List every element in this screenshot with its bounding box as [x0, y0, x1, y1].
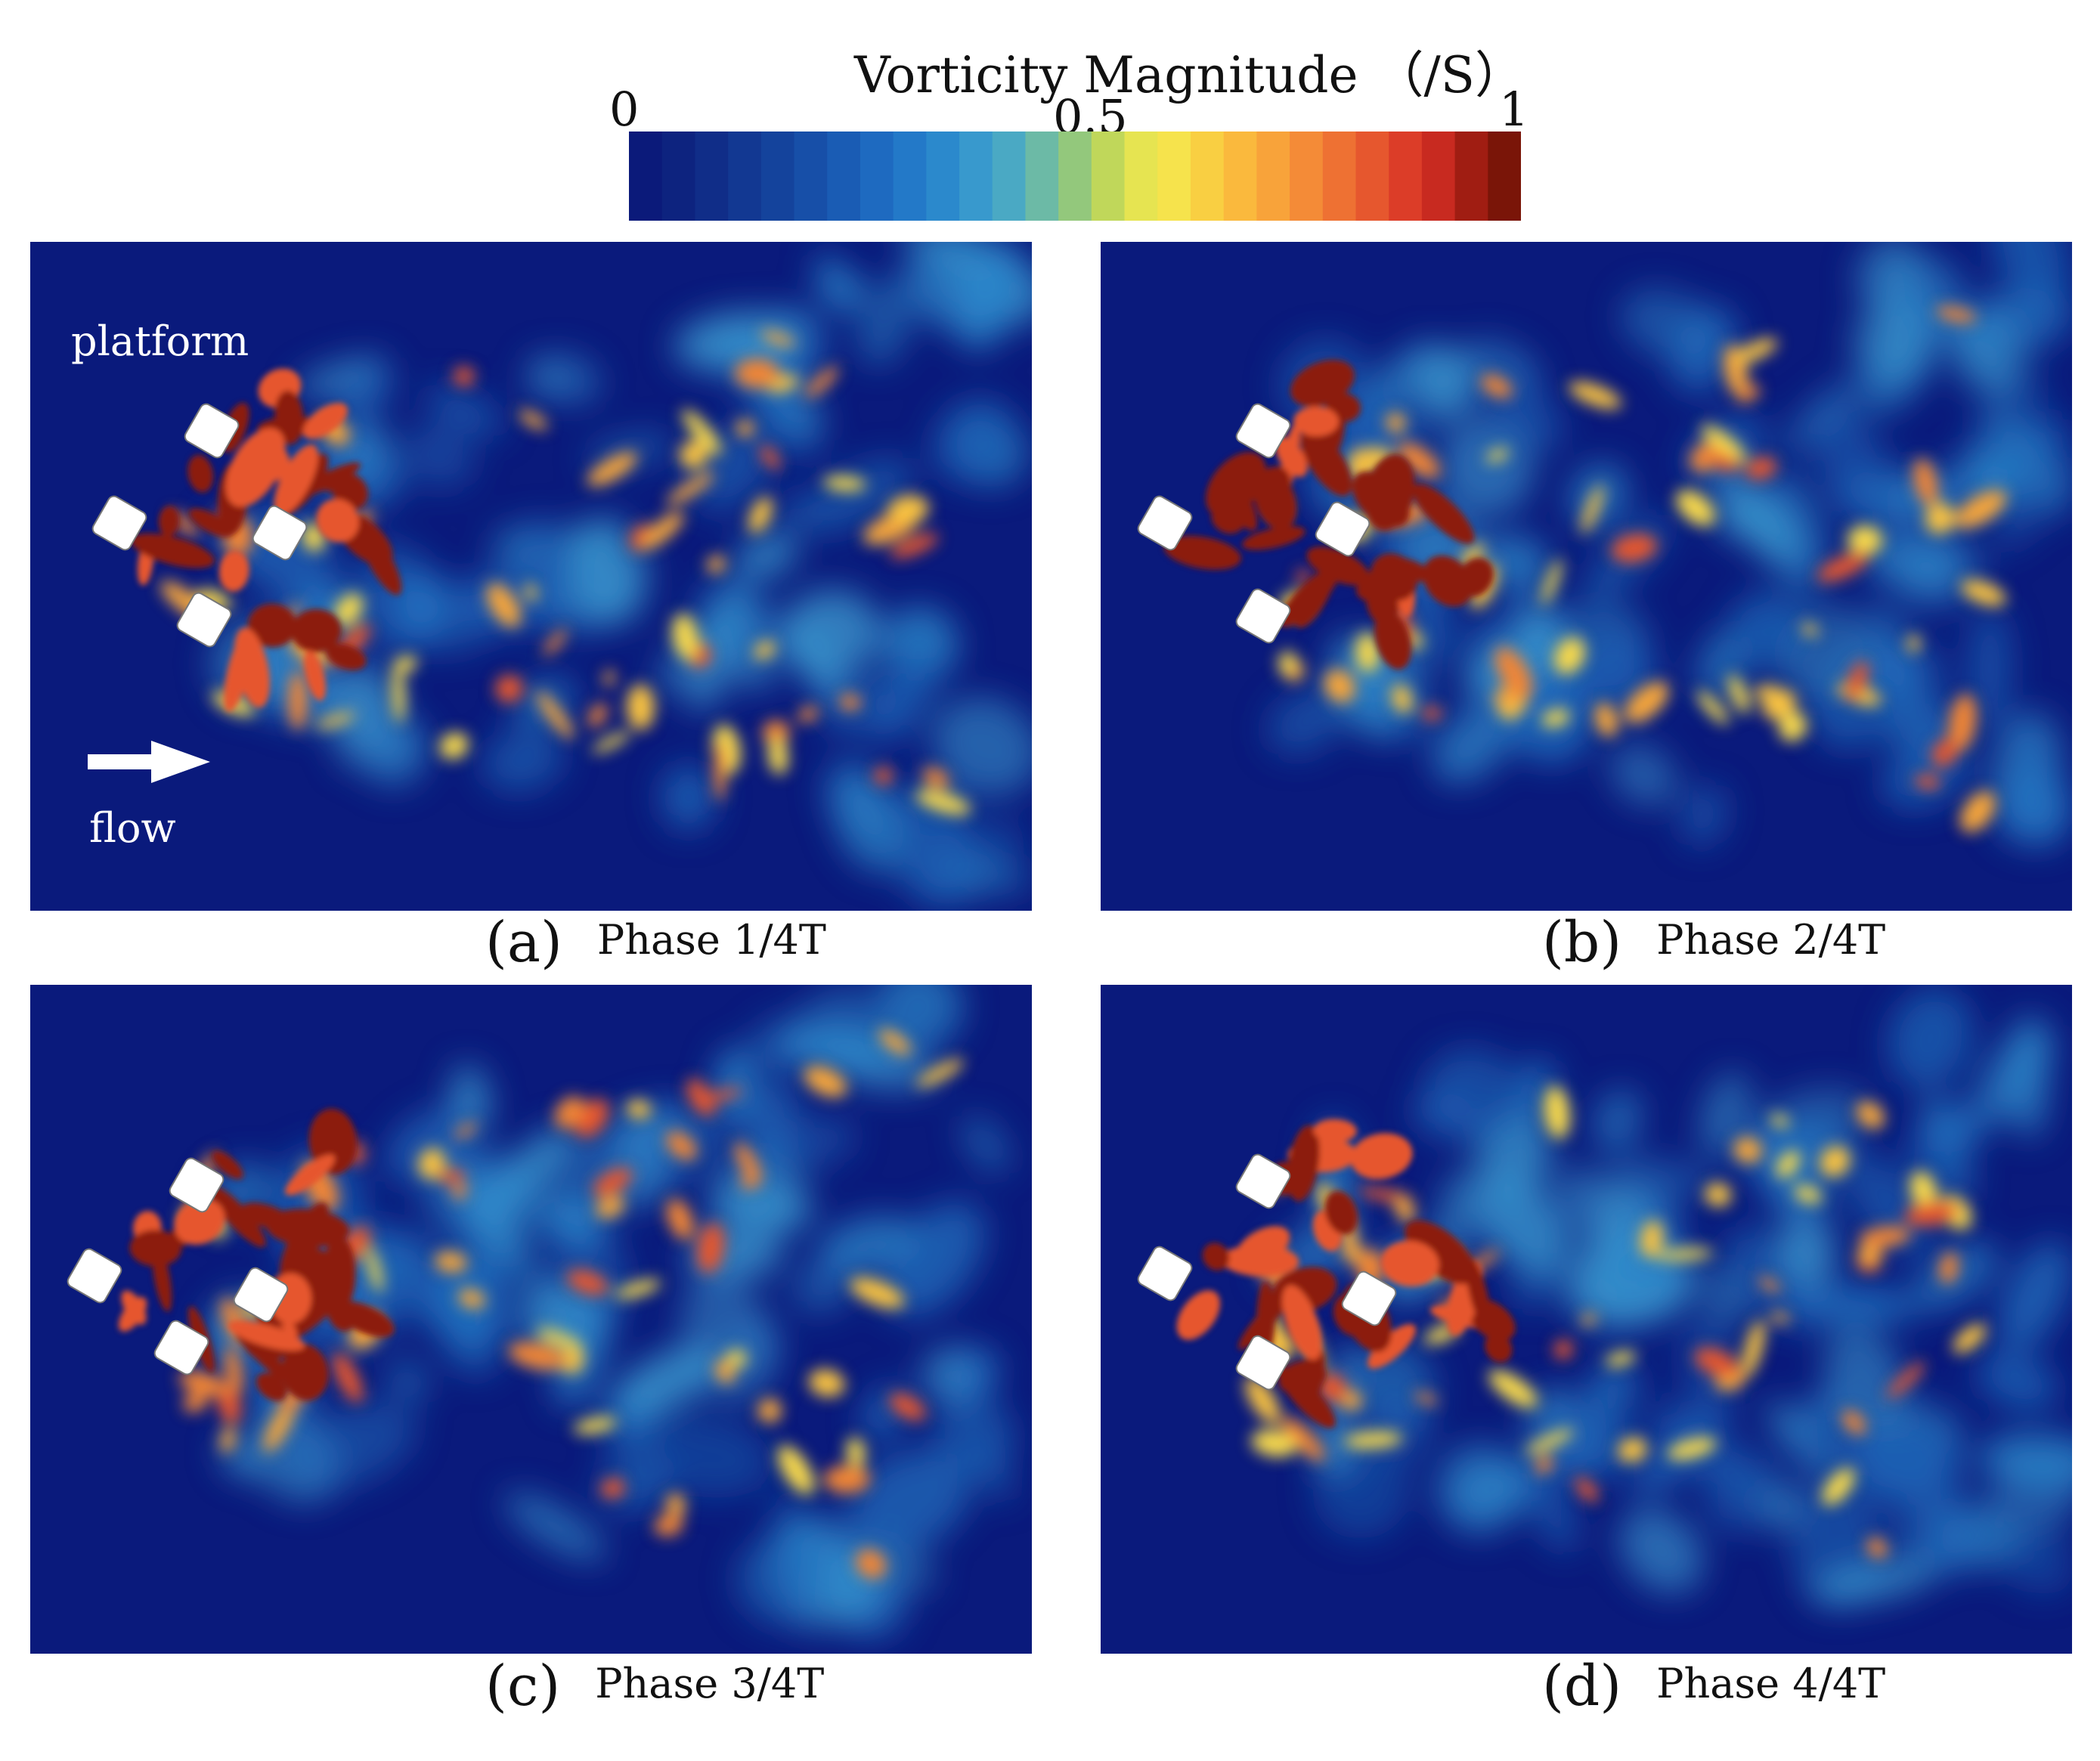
colorbar-tick-max: 1 [1499, 82, 1529, 137]
shear-cores [1163, 360, 1494, 670]
caption-c-letter: (c) [485, 1654, 561, 1719]
platform-block [176, 592, 232, 648]
platform-block [184, 403, 240, 459]
platform-label: platform [71, 317, 249, 365]
colorbar-band [926, 132, 960, 221]
colorbar-band [893, 132, 928, 221]
platform-block [233, 1267, 289, 1323]
colorbar-band [695, 132, 729, 221]
colorbar-band [1124, 132, 1159, 221]
caption-d: (d) Phase 4/4T [1542, 1654, 1885, 1719]
caption-b-letter: (b) [1542, 910, 1622, 975]
caption-d-phase: Phase 4/4T [1656, 1660, 1886, 1707]
vorticity-panel-d [1101, 985, 2072, 1654]
caption-c: (c) Phase 3/4T [485, 1654, 824, 1719]
colorbar-band [1488, 132, 1521, 221]
wake-envelope [205, 242, 1032, 907]
colorbar-band [860, 132, 894, 221]
colorbar-band [1454, 132, 1489, 221]
colorbar-band [959, 132, 993, 221]
platform-block [1137, 495, 1193, 551]
caption-a: (a) Phase 1/4T [485, 910, 826, 975]
caption-b-phase: Phase 2/4T [1656, 916, 1886, 964]
colorbar [629, 132, 1521, 221]
platform-block [91, 495, 147, 551]
colorbar-band [1058, 132, 1092, 221]
colorbar-title: Vorticity Magnitude （/S） [854, 46, 1525, 104]
shear-cores [130, 368, 402, 712]
colorbar-band [1157, 132, 1191, 221]
platform-block [1315, 501, 1371, 557]
platform-block [1137, 1246, 1193, 1301]
colorbar-band [760, 132, 795, 221]
colorbar-band [1223, 132, 1258, 221]
platform-block [1235, 403, 1291, 459]
shear-cores [1176, 1119, 1516, 1428]
colorbar-band [629, 132, 663, 221]
colorbar-band [1355, 132, 1389, 221]
colorbar-band [827, 132, 861, 221]
flow-arrow-icon [88, 741, 210, 783]
colorbar-band [1290, 132, 1324, 221]
caption-a-letter: (a) [485, 910, 562, 975]
vorticity-panel-c [30, 985, 1032, 1654]
caption-b: (b) Phase 2/4T [1542, 910, 1885, 975]
colorbar-band [661, 132, 696, 221]
platform-block [169, 1157, 225, 1213]
colorbar-band [728, 132, 762, 221]
caption-d-letter: (d) [1542, 1654, 1622, 1719]
colorbar-band [794, 132, 829, 221]
colorbar-band [1025, 132, 1059, 221]
caption-a-phase: Phase 1/4T [596, 916, 826, 964]
colorbar-band [1389, 132, 1423, 221]
platform-block [252, 505, 308, 561]
platform-block [1235, 1335, 1291, 1391]
colorbar-tick-min: 0 [609, 82, 640, 137]
flow-label: flow [89, 804, 176, 852]
platform-block [1341, 1270, 1397, 1326]
platform-block [1235, 588, 1291, 644]
colorbar-band [1091, 132, 1126, 221]
colorbar-band [1421, 132, 1456, 221]
caption-c-phase: Phase 3/4T [595, 1660, 825, 1707]
vorticity-panel-b [1101, 242, 2072, 911]
shear-cores [118, 1108, 395, 1401]
platform-block [1235, 1153, 1291, 1209]
platform-block [153, 1320, 209, 1376]
colorbar-band [1190, 132, 1225, 221]
vorticity-panel-a [30, 242, 1032, 911]
colorbar-band [1256, 132, 1290, 221]
platform-block [67, 1248, 122, 1304]
colorbar-band [992, 132, 1027, 221]
colorbar-band [1322, 132, 1357, 221]
